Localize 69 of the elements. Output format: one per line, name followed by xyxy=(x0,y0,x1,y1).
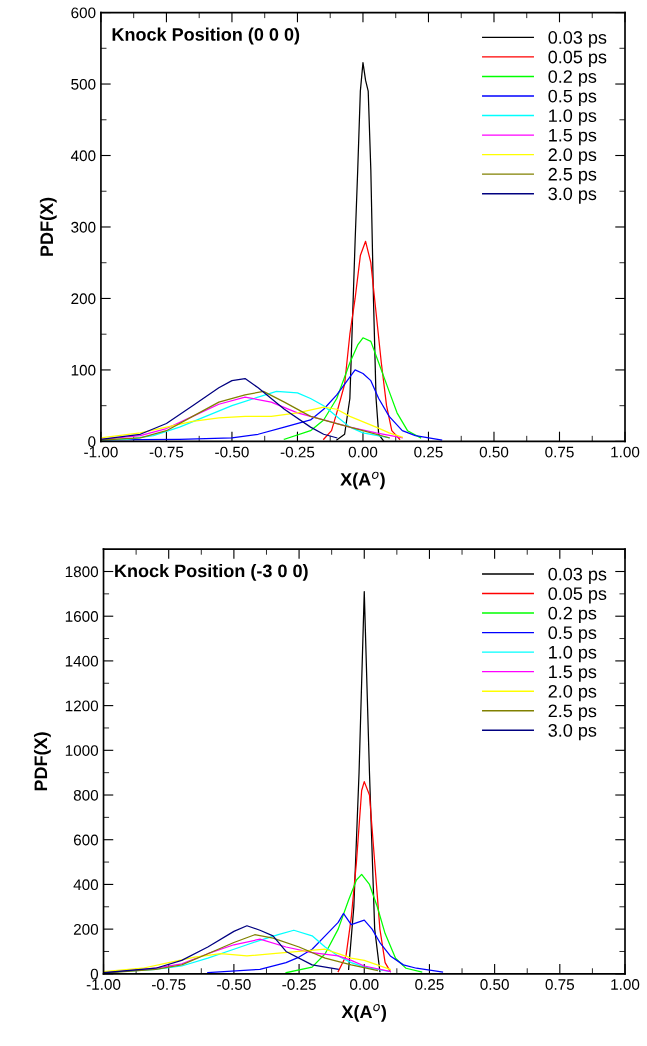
y-tick-label: 600 xyxy=(71,7,96,19)
line-series xyxy=(285,873,423,974)
line-series xyxy=(207,912,444,974)
legend-label: 1.5 ps xyxy=(549,128,597,146)
x-tick-label: -0.50 xyxy=(215,446,249,458)
y-tick-label: 1200 xyxy=(65,700,99,712)
x-tick-label: 1.00 xyxy=(611,446,640,458)
x-tick-label: 0.25 xyxy=(415,979,444,990)
x-tick-label: 0.00 xyxy=(348,446,378,458)
x-tick-label: -1.00 xyxy=(84,446,118,458)
y-tick-label: 500 xyxy=(71,78,96,90)
line-series xyxy=(103,925,339,974)
x-axis-title: X(A$^{o}$) xyxy=(341,1004,387,1022)
line-series xyxy=(100,377,338,440)
y-tick-label: 400 xyxy=(73,879,99,891)
x-tick-label: 1.00 xyxy=(611,979,640,990)
legend-label: 2.0 ps xyxy=(548,148,597,165)
y-tick-label: 200 xyxy=(71,293,96,305)
legend-label: 0.03 ps xyxy=(548,567,607,585)
text: Knock Position (-3 0 0) xyxy=(115,564,308,581)
line-series xyxy=(337,780,391,973)
y-axis-title: PDF(X) xyxy=(39,197,57,256)
y-tick-label: 200 xyxy=(73,923,99,935)
x-tick-label: -1.00 xyxy=(86,979,121,990)
x-tick-label: -0.25 xyxy=(282,979,316,990)
legend-label: 2.5 ps xyxy=(548,704,597,721)
y-tick-label: 800 xyxy=(73,789,99,801)
x-tick-label: 0.00 xyxy=(349,979,379,990)
y-tick-label: 400 xyxy=(70,150,96,162)
legend-label: 2.0 ps xyxy=(548,684,597,702)
legend-label: 3.0 ps xyxy=(548,187,597,204)
line-series xyxy=(100,406,403,439)
x-tick-label: 0.75 xyxy=(545,979,575,990)
line-series xyxy=(323,240,401,440)
legend-label: 3.0 ps xyxy=(548,724,597,741)
legend-label: 0.05 ps xyxy=(548,50,607,67)
text: Knock Position (0 0 0) xyxy=(112,27,300,45)
x-tick-label: 0.25 xyxy=(414,446,443,458)
legend-label: 0.2 ps xyxy=(548,606,597,624)
legend-label: 1.5 ps xyxy=(549,665,597,682)
legend-label: 1.0 ps xyxy=(549,645,597,663)
y-tick-label: 1600 xyxy=(65,611,99,622)
line-series xyxy=(283,337,422,440)
y-tick-label: 100 xyxy=(71,364,96,376)
x-tick-label: 0.50 xyxy=(480,979,509,990)
legend-label: 0.5 ps xyxy=(548,626,597,643)
legend-label: 2.5 ps xyxy=(548,167,597,185)
x-tick-label: -0.25 xyxy=(280,446,315,458)
y-tick-label: 0 xyxy=(88,436,96,448)
legend-label: 0.2 ps xyxy=(548,70,597,87)
x-tick-label: -0.75 xyxy=(151,979,186,990)
y-tick-label: 0 xyxy=(90,968,99,980)
y-tick-label: 300 xyxy=(71,221,96,233)
y-tick-label: 1000 xyxy=(65,745,99,756)
line-series xyxy=(103,948,391,973)
x-tick-label: -0.75 xyxy=(149,446,184,458)
y-axis-title: PDF(X) xyxy=(33,732,51,791)
y-tick-label: 1400 xyxy=(65,655,99,667)
legend-label: 0.05 ps xyxy=(548,587,607,604)
x-tick-label: 0.75 xyxy=(545,446,574,458)
line-series xyxy=(100,390,390,441)
x-tick-label: 0.50 xyxy=(479,446,509,458)
x-axis-title: X(A$^{o}$) xyxy=(340,471,385,490)
y-tick-label: 1800 xyxy=(65,566,99,578)
legend-label: 0.03 ps xyxy=(548,31,607,48)
y-tick-label: 600 xyxy=(73,834,99,846)
legend-label: 0.5 ps xyxy=(548,89,597,107)
legend-label: 1.0 ps xyxy=(549,109,597,126)
x-tick-label: -0.50 xyxy=(217,979,251,990)
